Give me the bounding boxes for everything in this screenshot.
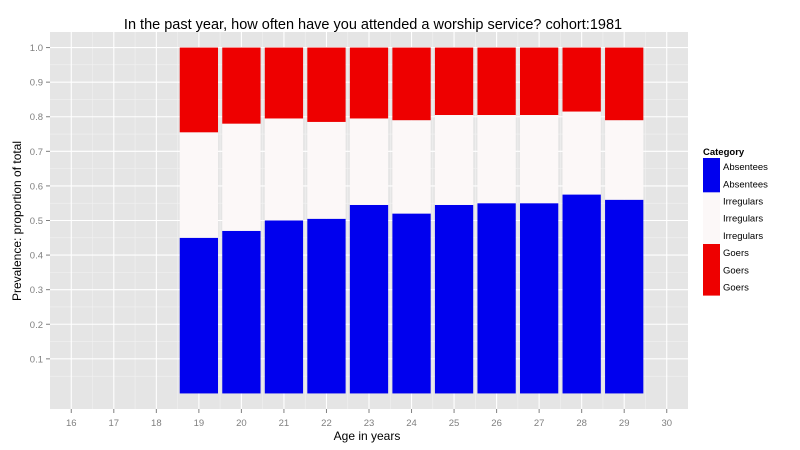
x-tick-label: 26 — [491, 418, 502, 429]
bar-goers-28 — [562, 47, 601, 112]
bar-irregulars-29 — [605, 120, 644, 200]
bar-absentees-22 — [307, 218, 346, 394]
bar-irregulars-21 — [264, 118, 304, 221]
x-tick-label: 29 — [619, 418, 630, 429]
bar-goers-19 — [179, 47, 219, 133]
bar-absentees-29 — [605, 199, 644, 394]
legend: Category Absentees Absentees Irregulars Irr… — [703, 147, 768, 296]
chart-title: In the past year, how often have you att… — [124, 17, 622, 33]
y-axis-ticks: 0.1 0.2 0.3 0.4 0.5 0.6 0.7 0.8 0.9 1.0 — [30, 43, 50, 365]
x-axis-ticks: 16 17 18 19 20 21 22 23 24 25 26 27 28 29 30 — [66, 409, 672, 429]
bar-irregulars-26 — [477, 115, 516, 204]
bar-goers-29 — [605, 47, 644, 121]
bar-absentees-27 — [519, 203, 559, 394]
bar-absentees-20 — [222, 230, 261, 394]
x-tick-label: 21 — [279, 418, 290, 429]
y-tick-label: 0.4 — [30, 251, 43, 262]
y-tick-label: 0.8 — [30, 112, 43, 123]
legend-items: Absentees Absentees Irregulars Irregulars Ir… — [703, 158, 768, 296]
x-tick-label: 24 — [406, 418, 417, 429]
bar-goers-27 — [519, 47, 559, 116]
x-tick-label: 27 — [534, 418, 545, 429]
y-tick-label: 1.0 — [30, 43, 43, 54]
bar-irregulars-20 — [222, 123, 261, 231]
y-tick-label: 0.2 — [30, 320, 43, 331]
bar-irregulars-27 — [519, 115, 559, 204]
bar-goers-26 — [477, 47, 516, 116]
x-tick-label: 22 — [321, 418, 332, 429]
bars — [179, 47, 644, 394]
bar-absentees-23 — [349, 204, 389, 394]
bar-goers-22 — [307, 47, 346, 122]
y-axis-title: Prevalence: proportion of total — [10, 141, 24, 301]
bar-absentees-26 — [477, 203, 516, 394]
legend-key-absentees — [703, 158, 720, 193]
y-tick-label: 0.5 — [30, 216, 43, 227]
x-tick-label: 17 — [109, 418, 120, 429]
legend-title: Category — [703, 147, 745, 158]
legend-key-irregulars — [703, 192, 720, 244]
bar-irregulars-25 — [434, 115, 474, 205]
legend-label-goers: Goers — [723, 248, 749, 259]
x-tick-label: 19 — [194, 418, 205, 429]
y-tick-label: 0.1 — [30, 354, 43, 365]
bar-irregulars-28 — [562, 111, 601, 195]
bar-absentees-19 — [179, 237, 219, 394]
bar-absentees-21 — [264, 220, 304, 394]
legend-label-irregulars: Irregulars — [723, 231, 763, 242]
x-tick-label: 28 — [576, 418, 587, 429]
y-tick-label: 0.9 — [30, 78, 43, 89]
y-tick-label: 0.7 — [30, 147, 43, 158]
legend-label-irregulars: Irregulars — [723, 197, 763, 208]
bar-irregulars-23 — [349, 118, 389, 205]
bar-goers-21 — [264, 47, 304, 119]
legend-label-goers: Goers — [723, 265, 749, 276]
y-tick-label: 0.3 — [30, 285, 43, 296]
legend-label-goers: Goers — [723, 283, 749, 294]
bar-absentees-28 — [562, 194, 601, 394]
bar-irregulars-22 — [307, 121, 346, 219]
bar-irregulars-19 — [179, 132, 219, 238]
bar-goers-23 — [349, 47, 389, 119]
bar-irregulars-24 — [392, 120, 431, 214]
x-tick-label: 30 — [661, 418, 672, 429]
legend-key-goers — [703, 244, 720, 296]
legend-label-absentees: Absentees — [723, 162, 768, 173]
bar-goers-24 — [392, 47, 431, 121]
y-tick-label: 0.6 — [30, 181, 43, 192]
bar-goers-20 — [222, 47, 261, 124]
bar-goers-25 — [434, 47, 474, 116]
bar-absentees-24 — [392, 213, 431, 394]
legend-label-irregulars: Irregulars — [723, 214, 763, 225]
x-tick-label: 20 — [236, 418, 247, 429]
x-tick-label: 23 — [364, 418, 375, 429]
x-tick-label: 16 — [66, 418, 77, 429]
x-tick-label: 25 — [449, 418, 460, 429]
legend-label-absentees: Absentees — [723, 179, 768, 190]
x-tick-label: 18 — [151, 418, 162, 429]
x-axis-title: Age in years — [334, 429, 401, 443]
bar-absentees-25 — [434, 204, 474, 394]
